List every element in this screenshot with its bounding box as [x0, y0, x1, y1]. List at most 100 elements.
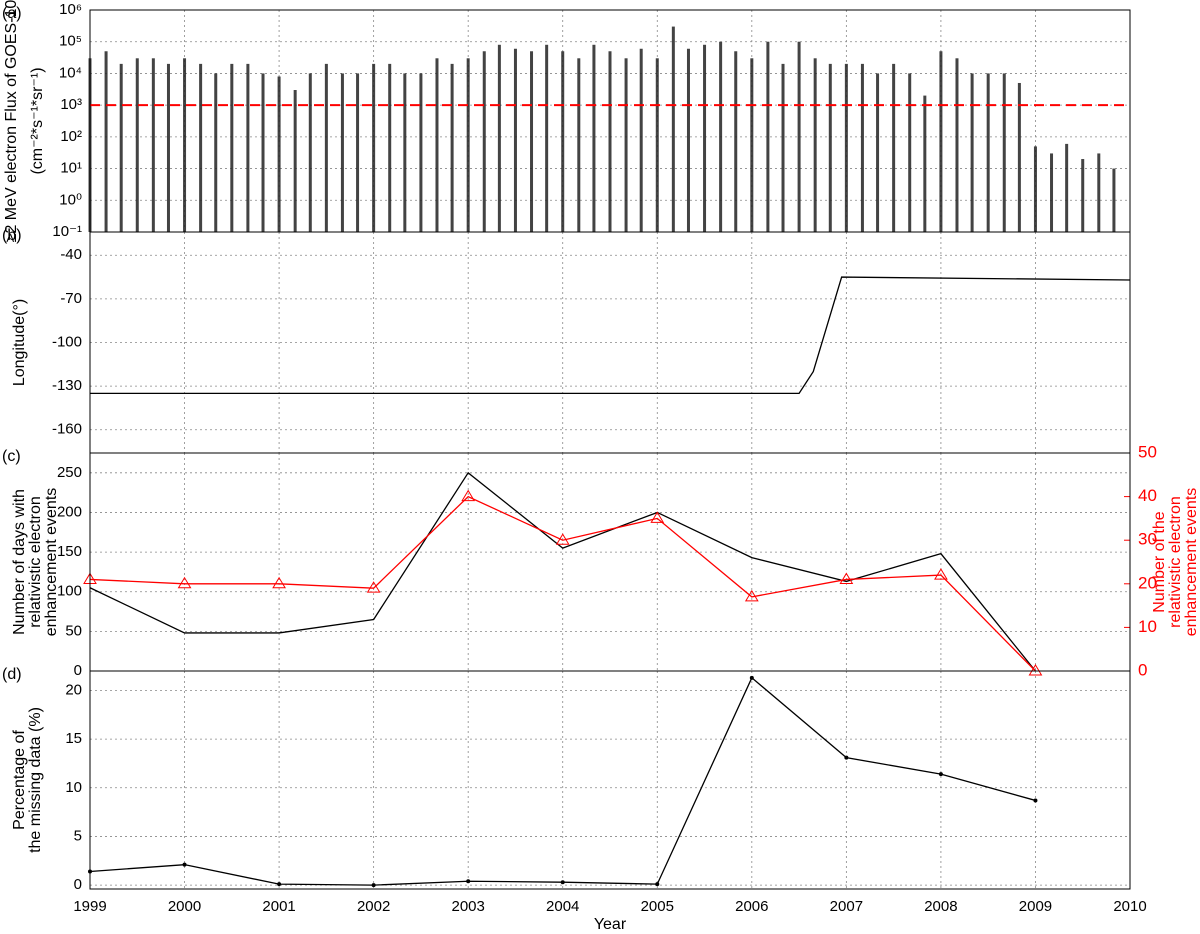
- flux-spike: [435, 58, 439, 232]
- panel-label: (b): [2, 227, 22, 244]
- y-tick-label: 10¹: [60, 160, 82, 177]
- y2-tick-label: 40: [1138, 486, 1157, 505]
- marker: [839, 572, 854, 584]
- y-tick-label: 250: [57, 464, 82, 481]
- flux-spike: [388, 63, 392, 232]
- y-tick-label: 0: [74, 876, 82, 893]
- flux-spike: [324, 63, 328, 232]
- flux-spike: [750, 58, 754, 232]
- flux-spike: [214, 73, 218, 232]
- flux-spike: [608, 51, 612, 233]
- marker: [744, 589, 759, 602]
- flux-spike: [277, 76, 281, 232]
- flux-spike: [419, 73, 423, 232]
- flux-spike: [104, 51, 108, 233]
- marker: [938, 772, 943, 777]
- y-tick-label: 100: [57, 583, 82, 600]
- y-axis-label: enhancement events: [43, 488, 60, 637]
- flux-spike: [703, 44, 707, 232]
- x-tick-label: 2008: [924, 898, 957, 915]
- y-tick-label: -70: [60, 290, 82, 307]
- flux-spike: [1112, 168, 1116, 232]
- y-tick-label: 10²: [60, 128, 82, 145]
- x-tick-label: 2010: [1113, 898, 1146, 915]
- flux-spike: [513, 48, 517, 232]
- y2-tick-label: 0: [1138, 660, 1147, 679]
- y-axis-label: ≥2 MeV electron Flux of GOES-10: [3, 0, 20, 242]
- x-tick-label: 2003: [451, 898, 484, 915]
- y-tick-label: 10⁰: [59, 191, 82, 208]
- flux-spike: [923, 95, 927, 232]
- flux-spike: [1065, 143, 1069, 232]
- flux-spike: [719, 41, 723, 232]
- flux-spike: [766, 41, 770, 232]
- y-tick-label: 10: [65, 779, 82, 796]
- flux-spike: [686, 48, 690, 232]
- y-tick-label: -40: [60, 246, 82, 263]
- flux-spike: [986, 73, 990, 232]
- y-axis-label: (cm⁻²*s⁻¹*sr⁻¹): [29, 67, 46, 174]
- flux-spike: [261, 73, 265, 232]
- panel-label: (d): [2, 666, 22, 683]
- panel-label: (a): [2, 5, 22, 22]
- marker: [177, 576, 192, 589]
- flux-spike: [797, 41, 801, 232]
- y2-tick-label: 30: [1138, 530, 1157, 549]
- flux-spike: [577, 58, 581, 232]
- y-tick-label: 10⁴: [59, 64, 82, 81]
- flux-spike: [450, 63, 454, 232]
- y-tick-label: 0: [74, 662, 82, 679]
- data-line: [89, 495, 1036, 672]
- flux-spike: [639, 48, 643, 232]
- data-line: [89, 471, 1036, 672]
- x-tick-label: 1999: [73, 898, 106, 915]
- flux-spike: [183, 58, 187, 232]
- flux-spike: [1033, 146, 1037, 232]
- flux-spike: [166, 63, 170, 232]
- flux-spike: [860, 63, 864, 232]
- flux-spike: [655, 58, 659, 232]
- flux-spike: [403, 73, 407, 232]
- flux-spike: [199, 63, 203, 232]
- marker: [934, 568, 948, 580]
- y-tick-label: 10³: [60, 96, 82, 113]
- y-tick-label: 50: [65, 622, 82, 639]
- marker: [272, 576, 286, 589]
- flux-spike: [734, 51, 738, 233]
- flux-spike: [592, 44, 596, 232]
- flux-spike: [340, 73, 344, 232]
- marker: [844, 755, 849, 760]
- flux-spike: [246, 63, 250, 232]
- marker: [371, 883, 376, 888]
- flux-spike: [230, 63, 234, 232]
- marker: [1033, 798, 1038, 803]
- y-tick-label: 10⁻¹: [52, 223, 82, 240]
- x-tick-label: 2001: [262, 898, 295, 915]
- y-tick-label: 10⁶: [59, 1, 82, 18]
- flux-spike: [781, 63, 785, 232]
- marker: [650, 511, 665, 523]
- y-tick-label: -130: [52, 377, 82, 394]
- y2-tick-label: 20: [1138, 573, 1157, 592]
- flux-spike: [828, 63, 832, 232]
- flux-spike: [308, 73, 312, 232]
- flux-spike: [482, 51, 486, 233]
- y-tick-label: -100: [52, 333, 82, 350]
- flux-spike: [293, 90, 297, 233]
- marker: [1028, 664, 1043, 676]
- marker: [461, 489, 476, 502]
- y-axis-label: Percentage of: [11, 730, 28, 830]
- x-tick-label: 2006: [735, 898, 768, 915]
- x-tick-label: 2002: [357, 898, 390, 915]
- flux-spike: [135, 58, 139, 232]
- panel-frame: [89, 670, 1131, 890]
- marker: [560, 880, 565, 885]
- flux-spike: [530, 51, 534, 233]
- y-tick-label: 5: [74, 827, 82, 844]
- flux-spike: [1097, 153, 1101, 232]
- panel-frame: [89, 452, 1131, 672]
- marker: [466, 879, 471, 884]
- flux-spike: [624, 58, 628, 232]
- data-line: [90, 276, 1131, 395]
